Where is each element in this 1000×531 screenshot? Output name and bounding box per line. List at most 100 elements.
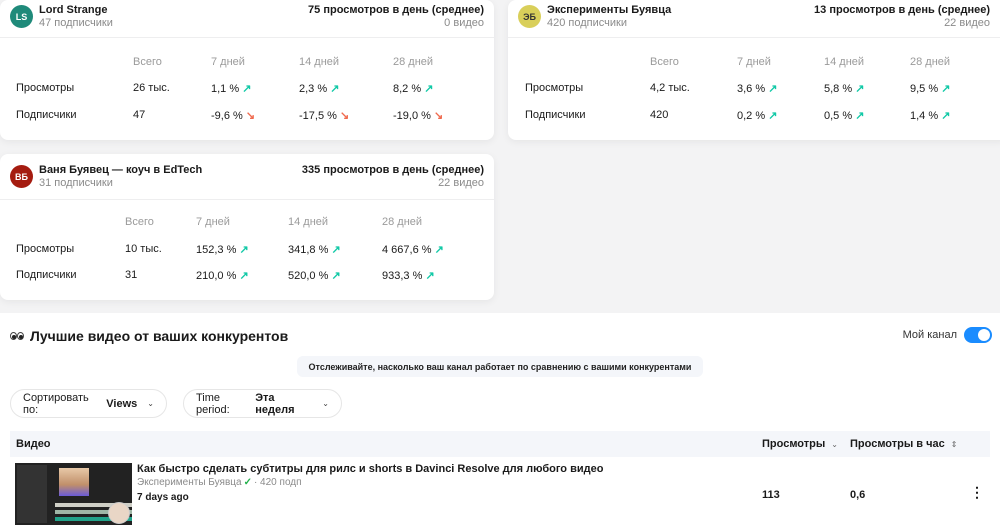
eyes-icon [10,332,24,340]
video-title[interactable]: Как быстро сделать субтитры для рилс и s… [137,463,604,475]
total-value: 26 тыс. [133,82,170,94]
arrow-up-icon: ↗ [425,270,435,282]
arrow-up-icon: ↗ [239,244,249,256]
change-7d: -9,6 % [211,110,243,122]
video-count: 22 видео [944,17,990,29]
change-28d: 8,2 % [393,83,422,95]
stats-row-views: Просмотры 4,2 тыс. 3,6 % ↗ 5,8 % ↗ 9,5 %… [508,82,1000,96]
avatar: ЭБ [518,5,541,28]
channel-card-eksperimenty: ЭБ Эксперименты Буявца 420 подписчики 13… [508,0,1000,140]
video-count: 0 видео [444,17,484,29]
channel-subscribers: 47 подписчики [39,17,113,29]
video-count: 22 видео [438,177,484,189]
my-channel-toggle-group: Мой канал [903,327,992,343]
table-row[interactable]: Как быстро сделать субтитры для рилс и s… [10,461,990,529]
row-label: Подписчики [16,109,77,121]
my-channel-toggle[interactable] [964,327,992,343]
channel-subs: · 420 подп [253,477,302,488]
arrow-up-icon: ↗ [768,110,778,122]
change-28d: 933,3 % [382,270,423,282]
channel-name[interactable]: Lord Strange [39,4,108,16]
row-label: Подписчики [525,109,586,121]
change-7d: 1,1 % [211,83,240,95]
arrow-down-icon: ↘ [245,110,256,122]
col-header-total: Всего [125,216,154,228]
channel-card-lord-strange: LS Lord Strange 47 подписчики 75 просмот… [0,0,494,140]
col-header-total: Всего [650,56,679,68]
col-header-7d: 7 дней [211,56,245,68]
col-header-total: Всего [133,56,162,68]
card-header: ЭБ Эксперименты Буявца 420 подписчики 13… [508,0,1000,38]
arrow-up-icon: ↗ [941,110,951,122]
avg-views: 13 просмотров в день (среднее) [814,4,990,16]
time-period-dropdown[interactable]: Time period: Эта неделя ⌄ [183,389,342,418]
arrow-up-icon: ↗ [941,83,951,95]
col-views-per-hour-sort[interactable]: Просмотры в час ⇕ [850,438,957,450]
channel-card-vanya: ВБ Ваня Буявец — коуч в EdTech 31 подпис… [0,154,494,300]
card-header: LS Lord Strange 47 подписчики 75 просмот… [0,0,494,38]
change-7d: 3,6 % [737,83,766,95]
col-header-14d: 14 дней [288,216,329,228]
arrow-up-icon: ↗ [242,83,252,95]
row-label: Просмотры [16,243,75,255]
period-label: Time period: [196,391,230,416]
sort-by-dropdown[interactable]: Сортировать по: Views ⌄ [10,389,167,418]
change-14d: 341,8 % [288,244,329,256]
total-value: 420 [650,109,669,121]
more-options-icon[interactable]: ⋮ [970,484,984,500]
chevron-down-icon: ⌄ [147,399,154,408]
channel-name[interactable]: Ваня Буявец — коуч в EdTech [39,164,203,176]
col-header-7d: 7 дней [737,56,771,68]
toggle-label: Мой канал [902,329,957,341]
arrow-up-icon: ↗ [239,270,249,282]
table-header: Видео Просмотры ⌄ Просмотры в час ⇕ [10,431,990,457]
channel-name[interactable]: Эксперименты Буявца [547,4,672,16]
col-header-28d: 28 дней [910,56,951,68]
col-header-7d: 7 дней [196,216,230,228]
col-views-sort[interactable]: Просмотры ⌄ [762,438,838,450]
change-14d: 0,5 % [824,110,853,122]
total-value: 10 тыс. [125,243,162,255]
row-label: Подписчики [16,269,77,281]
change-14d: 520,0 % [288,270,329,282]
video-thumbnail[interactable] [15,463,132,525]
arrow-up-icon: ↗ [768,83,778,95]
info-banner: Отслеживайте, насколько ваш канал работа… [297,356,703,377]
channel-subscribers: 31 подписчики [39,177,113,189]
col-header-14d: 14 дней [824,56,865,68]
sort-updown-icon: ⇕ [950,440,958,449]
video-views: 113 [762,489,780,501]
video-date: 7 days ago [137,492,189,503]
change-7d: 152,3 % [196,244,237,256]
arrow-down-icon: ↘ [433,110,444,122]
verified-check-icon: ✓ [243,477,252,488]
arrow-up-icon: ↗ [434,244,444,256]
change-28d: -19,0 % [393,110,431,122]
channel-name[interactable]: Эксперименты Буявца [137,477,242,488]
change-28d: 9,5 % [910,83,939,95]
col-header-28d: 28 дней [382,216,423,228]
change-28d: 4 667,6 % [382,244,432,256]
arrow-up-icon: ↗ [330,83,340,95]
competitors-section: Лучшие видео от ваших конкурентов Мой ка… [0,313,1000,531]
avg-views: 335 просмотров в день (среднее) [301,164,484,176]
arrow-up-icon: ↗ [855,110,865,122]
col-header-28d: 28 дней [393,56,434,68]
change-7d: 210,0 % [196,270,237,282]
period-value: Эта неделя [255,391,295,416]
section-title: Лучшие видео от ваших конкурентов [10,328,288,344]
avatar: LS [10,5,33,28]
sort-label: Сортировать по: [23,391,89,416]
arrow-up-icon: ↗ [331,270,341,282]
row-label: Просмотры [525,82,584,94]
video-views-per-hour: 0,6 [850,489,866,501]
change-14d: -17,5 % [299,110,337,122]
total-value: 47 [133,109,146,121]
arrow-down-icon: ↘ [339,110,350,122]
avg-views: 75 просмотров в день (среднее) [308,4,484,16]
stats-row-views: Просмотры 10 тыс. 152,3 % ↗ 341,8 % ↗ 4 … [0,243,494,257]
change-28d: 1,4 % [910,110,939,122]
channel-subscribers: 420 подписчики [547,17,627,29]
chevron-down-icon: ⌄ [322,399,329,408]
col-header-14d: 14 дней [299,56,340,68]
